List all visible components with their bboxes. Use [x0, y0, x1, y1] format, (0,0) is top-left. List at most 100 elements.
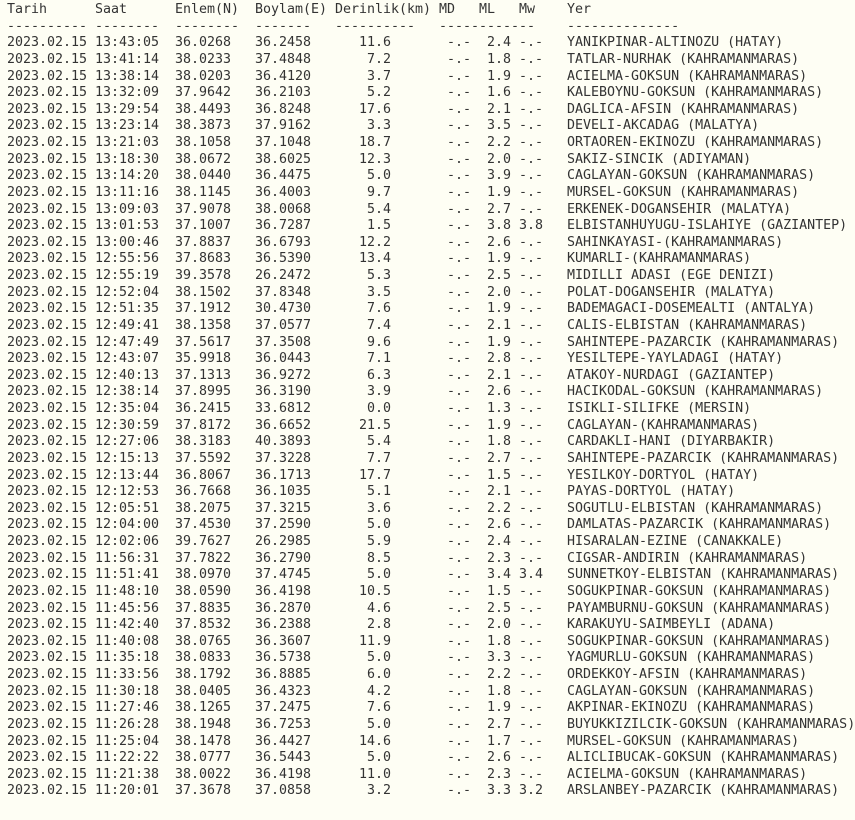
mw-cell: -.- — [519, 750, 544, 766]
earthquake-listing: Tarih Saat Enlem(N) Boylam(E) Derinlik(km) MD… — [7, 2, 855, 800]
date-cell: 2023.02.15 — [7, 367, 88, 383]
longitude-cell: 36.7253 — [255, 716, 312, 732]
ml-cell: 3.9 — [487, 168, 512, 184]
longitude-cell: 36.5738 — [255, 650, 312, 666]
depth-cell: 7.2 — [366, 51, 391, 67]
latitude-cell: 38.1948 — [175, 716, 232, 732]
longitude-cell: 36.6793 — [255, 234, 312, 250]
md-cell: -.- — [447, 583, 472, 599]
table-row: 2023.02.15 13:23:14 38.3873 37.9162 3.3 -.- 3.… — [7, 118, 855, 135]
depth-cell: 11.0 — [358, 766, 391, 782]
latitude-cell: 37.5617 — [175, 334, 232, 350]
date-cell: 2023.02.15 — [7, 617, 88, 633]
time-cell: 11:56:31 — [95, 550, 160, 566]
location-cell: BADEMAGACI-DOSEMEALTI (ANTALYA) — [567, 301, 816, 317]
mw-cell: -.- — [519, 351, 544, 367]
longitude-cell: 36.9272 — [255, 367, 312, 383]
location-cell: SAHINTEPE-PAZARCIK (KAHRAMANMARAS) — [567, 334, 840, 350]
longitude-cell: 36.3607 — [255, 633, 312, 649]
date-cell: 2023.02.15 — [7, 401, 88, 416]
column-header-mw: Mw — [519, 2, 536, 17]
time-cell: 13:38:14 — [95, 68, 160, 84]
ml-cell: 1.9 — [487, 184, 512, 200]
time-cell: 11:51:41 — [95, 567, 160, 583]
column-header-longitude: Boylam(E) — [255, 2, 328, 17]
date-cell: 2023.02.15 — [7, 168, 88, 184]
longitude-cell: 37.3508 — [255, 334, 312, 350]
location-cell: ACIELMA-GOKSUN (KAHRAMANMARAS) — [567, 766, 808, 782]
location-cell: SAHINTEPE-PAZARCIK (KAHRAMANMARAS) — [567, 450, 840, 466]
date-cell: 2023.02.15 — [7, 434, 88, 450]
table-row: 2023.02.15 12:40:13 37.1313 36.9272 6.3 -.- 2.… — [7, 368, 855, 385]
longitude-cell: 36.6652 — [255, 417, 312, 433]
date-cell: 2023.02.15 — [7, 550, 88, 566]
separator-dashes: ------- — [255, 18, 312, 34]
table-row: 2023.02.15 12:49:41 38.1358 37.0577 7.4 -.- 2.… — [7, 318, 855, 335]
ml-cell: 2.6 — [487, 517, 512, 533]
longitude-cell: 37.8348 — [255, 284, 312, 300]
time-cell: 13:23:14 — [95, 118, 160, 134]
mw-cell: -.- — [519, 600, 544, 616]
location-cell: ALICLIBUCAK-GOKSUN (KAHRAMANMARAS) — [567, 750, 840, 766]
md-cell: -.- — [447, 633, 472, 649]
table-row: 2023.02.15 13:18:30 38.0672 38.6025 12.3 -.- 2… — [7, 152, 855, 169]
depth-cell: 5.4 — [366, 201, 391, 217]
ml-cell: 1.8 — [487, 434, 512, 450]
table-row: 2023.02.15 12:13:44 36.8067 36.1713 17.7 -.- 1… — [7, 468, 855, 485]
time-cell: 12:55:56 — [95, 251, 160, 267]
table-row: 2023.02.15 11:25:04 38.1478 36.4427 14.6 -.- 1… — [7, 734, 855, 751]
date-cell: 2023.02.15 — [7, 517, 88, 533]
time-cell: 12:15:13 — [95, 450, 160, 466]
location-cell: ACIELMA-GOKSUN (KAHRAMANMARAS) — [567, 68, 808, 84]
longitude-cell: 33.6812 — [255, 401, 312, 416]
ml-cell: 2.4 — [487, 35, 512, 51]
time-cell: 13:11:16 — [95, 184, 160, 200]
ml-cell: 1.8 — [487, 633, 512, 649]
ml-cell: 2.6 — [487, 234, 512, 250]
time-cell: 13:01:53 — [95, 218, 160, 234]
depth-cell: 1.5 — [366, 218, 391, 234]
longitude-cell: 36.4323 — [255, 683, 312, 699]
md-cell: -.- — [447, 517, 472, 533]
mw-cell: -.- — [519, 534, 544, 549]
longitude-cell: 36.4198 — [255, 766, 312, 782]
time-cell: 12:51:35 — [95, 301, 160, 317]
md-cell: -.- — [447, 667, 472, 682]
depth-cell: 5.0 — [366, 567, 391, 583]
mw-cell: -.- — [519, 700, 544, 716]
latitude-cell: 38.4493 — [175, 101, 232, 117]
md-cell: -.- — [447, 334, 472, 350]
depth-cell: 5.4 — [366, 434, 391, 450]
date-cell: 2023.02.15 — [7, 351, 88, 367]
separator-dashes: ---------- — [7, 18, 88, 34]
time-cell: 11:35:18 — [95, 650, 160, 666]
mw-cell: -.- — [519, 85, 544, 101]
date-cell: 2023.02.15 — [7, 284, 88, 300]
location-cell: ORTAOREN-EKINOZU (KAHRAMANMARAS) — [567, 135, 824, 150]
mw-cell: -.- — [519, 168, 544, 184]
longitude-cell: 37.0577 — [255, 317, 312, 333]
date-cell: 2023.02.15 — [7, 567, 88, 583]
time-cell: 11:33:56 — [95, 667, 160, 682]
location-cell: TATLAR-NURHAK (KAHRAMANMARAS) — [567, 51, 800, 67]
md-cell: -.- — [447, 650, 472, 666]
date-cell: 2023.02.15 — [7, 500, 88, 516]
time-cell: 13:41:14 — [95, 51, 160, 67]
location-cell: PAYAS-DORTYOL (HATAY) — [567, 484, 736, 500]
latitude-cell: 38.3873 — [175, 118, 232, 134]
latitude-cell: 38.1058 — [175, 135, 232, 150]
date-cell: 2023.02.15 — [7, 68, 88, 84]
date-cell: 2023.02.15 — [7, 467, 88, 483]
location-cell: KUMARLI-(KAHRAMANMARAS) — [567, 251, 752, 267]
ml-cell: 1.5 — [487, 467, 512, 483]
depth-cell: 3.7 — [366, 68, 391, 84]
md-cell: -.- — [447, 317, 472, 333]
ml-cell: 1.8 — [487, 51, 512, 67]
latitude-cell: 37.1313 — [175, 367, 232, 383]
depth-cell: 3.5 — [366, 284, 391, 300]
md-cell: -.- — [447, 268, 472, 283]
separator-dashes: ------------ — [439, 18, 536, 34]
latitude-cell: 38.0405 — [175, 683, 232, 699]
longitude-cell: 37.4745 — [255, 567, 312, 583]
ml-cell: 2.8 — [487, 351, 512, 367]
